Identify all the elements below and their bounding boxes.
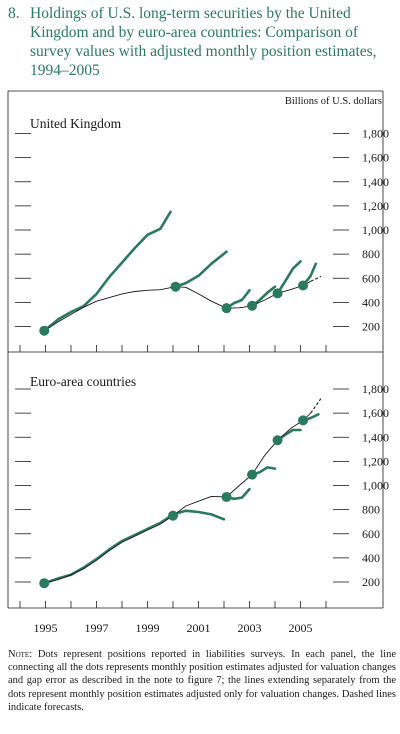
x-tick-label: 1997 xyxy=(85,621,109,635)
y-tick-label: 400 xyxy=(362,551,380,565)
survey-dot xyxy=(298,280,309,291)
forecast-line xyxy=(310,398,322,414)
y-tick-label: 200 xyxy=(362,320,380,334)
panel-title: United Kingdom xyxy=(30,116,122,131)
valuation-line xyxy=(42,509,226,585)
y-tick-label: 800 xyxy=(362,503,380,517)
chart: Billions of U.S. dollars United Kingdom 20… xyxy=(7,90,389,635)
y-tick-label: 400 xyxy=(362,295,380,309)
valuation-line xyxy=(174,250,228,288)
survey-dot xyxy=(272,435,283,446)
survey-dot xyxy=(168,510,178,521)
y-tick-label: 1,800 xyxy=(362,127,389,141)
x-tick-label: 1999 xyxy=(136,621,160,635)
figure-number: 8. xyxy=(8,5,20,22)
y-tick-label: 1,600 xyxy=(362,406,389,420)
survey-dot xyxy=(247,300,258,311)
panel-title: Euro-area countries xyxy=(30,374,136,389)
x-tick-label: 2003 xyxy=(238,621,262,635)
survey-dot xyxy=(170,281,181,292)
survey-dot xyxy=(247,469,258,480)
survey-dot xyxy=(39,325,50,336)
survey-dot xyxy=(221,491,232,502)
y-tick-label: 1,400 xyxy=(362,430,389,444)
survey-dot xyxy=(298,415,309,426)
x-tick-label: 1995 xyxy=(34,621,58,635)
valuation-line xyxy=(42,210,172,332)
note-text: Dots represent positions reported in lia… xyxy=(8,649,396,713)
x-tick-label: 2005 xyxy=(289,621,313,635)
y-tick-label: 1,400 xyxy=(362,175,389,189)
figure-title-text: Holdings of U.S. long-term securities by… xyxy=(30,5,377,79)
survey-dot xyxy=(39,578,50,589)
valuation-line xyxy=(276,260,302,295)
x-tick-label: 2001 xyxy=(187,621,211,635)
units-label: Billions of U.S. dollars xyxy=(285,96,382,107)
y-tick-label: 1,800 xyxy=(362,382,389,396)
y-tick-label: 1,600 xyxy=(362,151,389,165)
y-tick-label: 1,200 xyxy=(362,199,389,213)
survey-dot xyxy=(272,288,283,299)
y-tick-label: 600 xyxy=(362,527,380,541)
note-lead: Note: xyxy=(8,649,33,660)
chart-note: Note: Dots represent positions reported … xyxy=(8,648,396,714)
figure-title: 8. Holdings of U.S. long-term securities… xyxy=(8,4,393,80)
y-tick-label: 200 xyxy=(362,575,380,589)
y-tick-label: 800 xyxy=(362,247,380,261)
y-tick-label: 1,000 xyxy=(362,223,389,237)
y-tick-label: 1,200 xyxy=(362,454,389,468)
forecast-line xyxy=(310,275,322,282)
adjusted-estimate-line xyxy=(44,412,312,584)
survey-dot xyxy=(221,303,232,314)
adjusted-estimate-line xyxy=(43,280,311,332)
y-tick-label: 600 xyxy=(362,271,380,285)
y-tick-label: 1,000 xyxy=(362,479,389,493)
